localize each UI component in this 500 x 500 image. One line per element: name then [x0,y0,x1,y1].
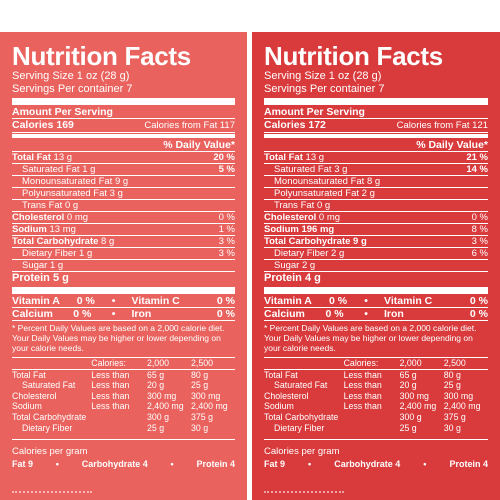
sugar-row: Sugar 1 g [12,260,235,272]
label-cutoff [264,491,344,500]
calories-per-gram: Calories per gram [12,446,88,458]
divider-thick [264,287,488,294]
calories-from-fat: Calories from Fat 121 [396,120,488,131]
dv-header: % Daily Value* [163,139,235,151]
divider-thick [12,98,235,105]
divider [12,439,235,441]
calories-per-gram-values: Fat 9 • Carbohydrate 4 • Protein 4 [264,459,488,470]
amount-per-serving: Amount Per Serving [264,106,365,118]
protein-row: Protein 5 g [12,272,69,284]
calories-row: Calories 169 Calories from Fat 117 [12,119,235,133]
servings-per-container: Servings Per container 7 [264,83,385,95]
calories-row: Calories 172 Calories from Fat 121 [264,119,488,133]
carbohydrate-row: Total Carbohydrate 8 g 3 % [12,236,235,248]
saturated-fat-row: Saturated Fat 1 g 5 % [12,164,235,176]
label-title: Nutrition Facts [12,41,191,71]
poly-fat-row: Polyunsaturated Fat 2 g [264,188,488,200]
divider [264,357,488,358]
nutrition-label-left: Nutrition Facts Serving Size 1 oz (28 g)… [0,32,247,500]
calories-from-fat: Calories from Fat 117 [144,120,235,131]
divider [264,439,488,441]
amount-per-serving: Amount Per Serving [12,106,113,118]
dv-header: % Daily Value* [416,139,488,151]
fiber-row: Dietary Fiber 2 g 6 % [264,248,488,260]
total-fat-row: Total Fat 13 g 20 % [12,152,235,164]
label-title: Nutrition Facts [264,41,443,71]
nutrition-label-right: Nutrition Facts Serving Size 1 oz (28 g)… [252,32,500,500]
calories-per-gram: Calories per gram [264,446,340,458]
divider-medium [12,134,235,138]
sodium-row: Sodium 196 mg 8 % [264,224,488,236]
total-fat-row: Total Fat 13 g 21 % [264,152,488,164]
mineral-row: Calcium 0 % • Iron 0 % [264,308,488,321]
mono-fat-row: Monounsaturated Fat 8 g [264,176,488,188]
reference-table: Calories: 2,000 2,500 Total Fat Less than… [12,358,235,433]
divider [264,118,488,119]
dv-header-row: % Daily Value* [12,139,235,152]
calories: Calories 172 [264,119,326,131]
trans-fat-row: Trans Fat 0 g [12,200,235,212]
poly-fat-row: Polyunsaturated Fat 3 g [12,188,235,200]
serving-size: Serving Size 1 oz (28 g) [12,70,130,82]
sugar-row: Sugar 2 g [264,260,488,272]
cholesterol-row: Cholesterol 0 mg 0 % [264,212,488,224]
reference-table: Calories: 2,000 2,500 Total Fat Less than… [264,358,488,433]
cholesterol-row: Cholesterol 0 mg 0 % [12,212,235,224]
footnote: * Percent Daily Values are based on a 2,… [12,323,225,353]
servings-per-container: Servings Per container 7 [12,83,133,95]
divider-thick [12,287,235,294]
dv-header-row: % Daily Value* [264,139,488,152]
footnote: * Percent Daily Values are based on a 2,… [264,323,477,353]
calories: Calories 169 [12,119,74,131]
fiber-row: Dietary Fiber 1 g 3 % [12,248,235,260]
calories-per-gram-values: Fat 9 • Carbohydrate 4 • Protein 4 [12,459,235,470]
divider-medium [264,134,488,138]
serving-size: Serving Size 1 oz (28 g) [264,70,382,82]
sodium-row: Sodium 13 mg 1 % [12,224,235,236]
carbohydrate-row: Total Carbohydrate 9 g 3 % [264,236,488,248]
divider [12,357,235,358]
mineral-row: Calcium 0 % • Iron 0 % [12,308,235,321]
trans-fat-row: Trans Fat 0 g [264,200,488,212]
mono-fat-row: Monounsaturated Fat 9 g [12,176,235,188]
divider [12,118,235,119]
protein-row: Protein 4 g [264,272,321,284]
divider-thick [264,98,488,105]
saturated-fat-row: Saturated Fat 3 g 14 % [264,164,488,176]
label-cutoff [12,491,92,500]
